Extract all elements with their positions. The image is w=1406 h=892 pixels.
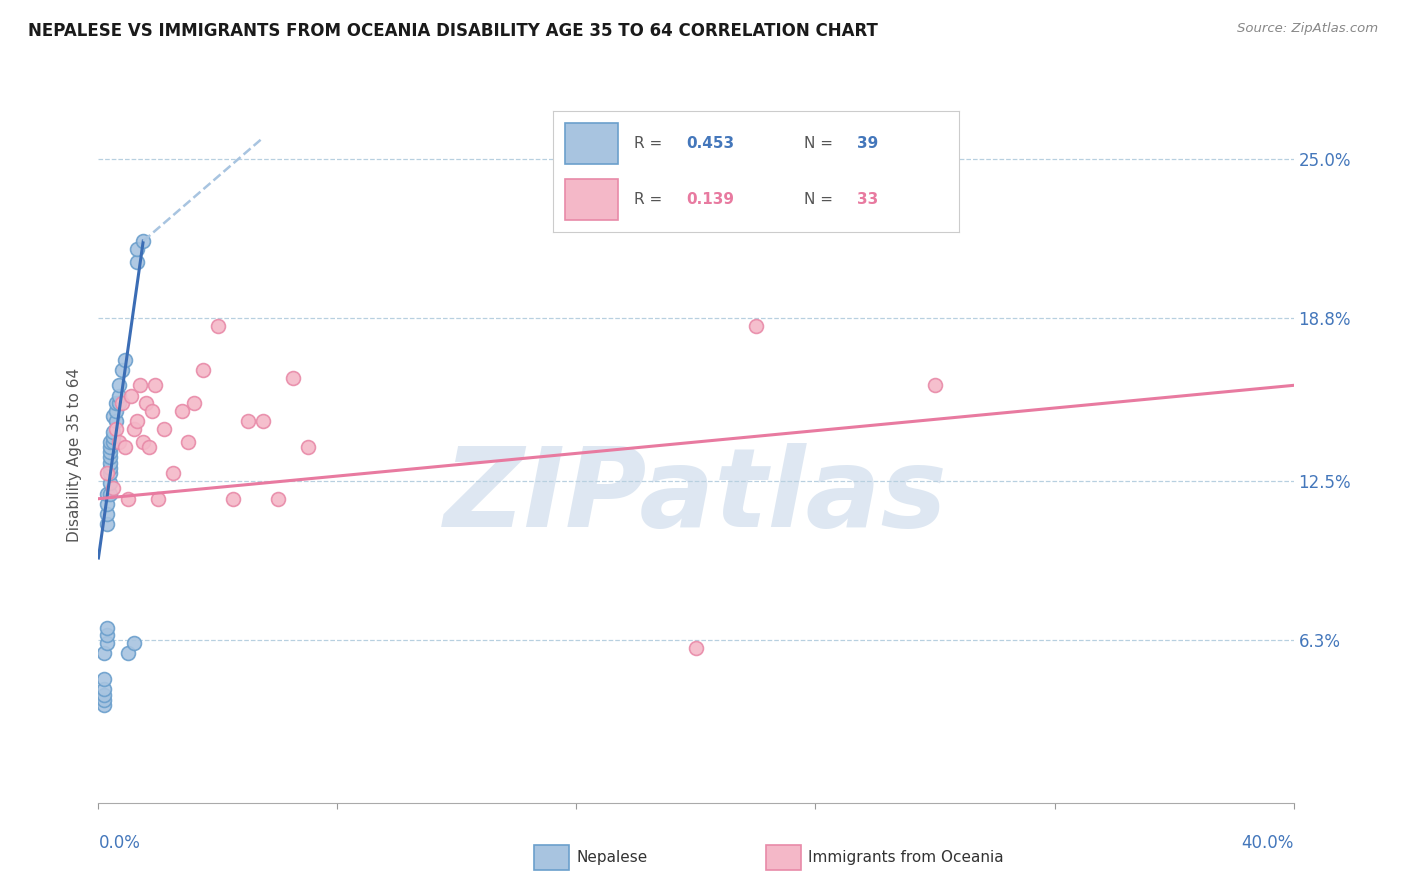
Point <box>117 491 139 506</box>
Point <box>172 404 194 418</box>
Point <box>183 396 205 410</box>
Point <box>111 363 134 377</box>
Point <box>924 378 946 392</box>
Point <box>207 319 229 334</box>
Point <box>96 628 118 642</box>
Point <box>96 621 118 635</box>
Point <box>222 491 245 506</box>
Text: NEPALESE VS IMMIGRANTS FROM OCEANIA DISABILITY AGE 35 TO 64 CORRELATION CHART: NEPALESE VS IMMIGRANTS FROM OCEANIA DISA… <box>28 22 877 40</box>
Point <box>135 396 157 410</box>
Point <box>93 698 115 712</box>
Point <box>162 466 184 480</box>
Text: ZIPatlas: ZIPatlas <box>444 443 948 550</box>
Point <box>124 636 146 650</box>
Point <box>93 692 115 706</box>
Point <box>100 460 122 475</box>
Point <box>143 378 166 392</box>
Point <box>96 517 118 532</box>
Point <box>103 430 125 444</box>
Point <box>100 435 122 450</box>
Point <box>267 491 290 506</box>
Point <box>103 409 125 424</box>
Point <box>111 396 134 410</box>
Point <box>108 378 131 392</box>
Point <box>685 641 707 656</box>
Point <box>96 497 118 511</box>
Point <box>100 476 122 491</box>
Point <box>100 440 122 454</box>
Point <box>132 234 155 248</box>
Point <box>114 440 136 454</box>
Point <box>96 507 118 521</box>
Point <box>252 414 274 428</box>
Text: Source: ZipAtlas.com: Source: ZipAtlas.com <box>1237 22 1378 36</box>
Y-axis label: Disability Age 35 to 64: Disability Age 35 to 64 <box>67 368 83 542</box>
Point <box>127 242 149 256</box>
Point <box>105 404 128 418</box>
Point <box>100 456 122 470</box>
Point <box>105 396 128 410</box>
Point <box>124 422 146 436</box>
Text: Nepalese: Nepalese <box>576 850 648 864</box>
Point <box>105 422 128 436</box>
Point <box>108 435 131 450</box>
Point <box>103 425 125 439</box>
Point <box>177 435 200 450</box>
Point <box>103 482 125 496</box>
Point <box>103 435 125 450</box>
Point <box>117 646 139 660</box>
Point <box>281 370 304 384</box>
Point <box>191 363 214 377</box>
Point <box>127 414 149 428</box>
Point <box>120 389 142 403</box>
Point <box>745 319 768 334</box>
Point <box>93 688 115 702</box>
Text: 0.0%: 0.0% <box>98 834 141 852</box>
Point <box>127 254 149 268</box>
Point <box>100 445 122 459</box>
Point <box>93 646 115 660</box>
Point <box>114 352 136 367</box>
Point <box>108 396 131 410</box>
Point <box>141 404 163 418</box>
Point <box>93 672 115 686</box>
Point <box>108 389 131 403</box>
Text: 40.0%: 40.0% <box>1241 834 1294 852</box>
Point <box>100 466 122 480</box>
Point <box>129 378 152 392</box>
Point <box>132 435 155 450</box>
Point <box>138 440 160 454</box>
Point <box>236 414 259 428</box>
Point <box>105 414 128 428</box>
Text: Immigrants from Oceania: Immigrants from Oceania <box>808 850 1004 864</box>
Point <box>100 486 122 500</box>
Point <box>148 491 170 506</box>
Point <box>93 682 115 697</box>
Point <box>96 466 118 480</box>
Point <box>100 450 122 465</box>
Point <box>96 636 118 650</box>
Point <box>297 440 319 454</box>
Point <box>153 422 176 436</box>
Point <box>96 486 118 500</box>
